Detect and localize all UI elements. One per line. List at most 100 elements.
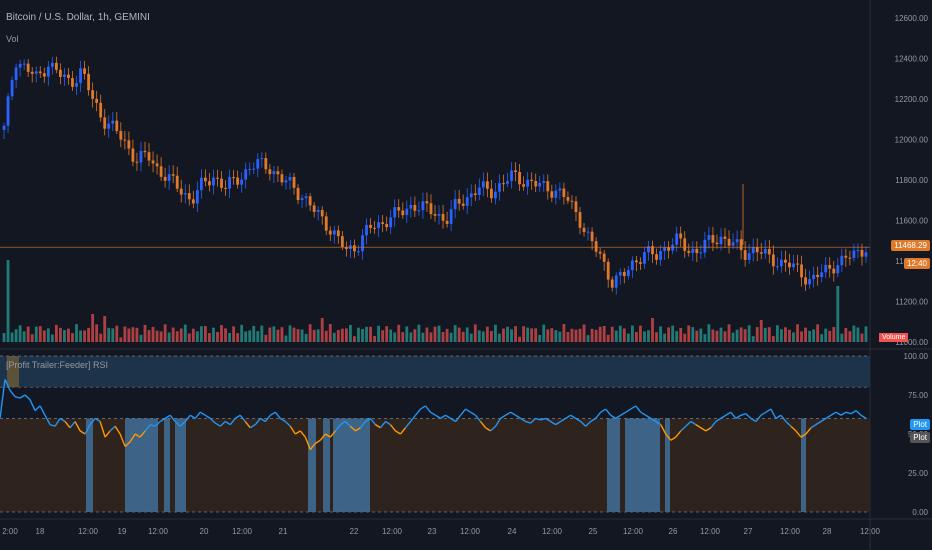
- rsi-line-segment: [340, 420, 346, 426]
- volume-bar: [316, 329, 320, 342]
- candle-body: [469, 193, 473, 198]
- candle-body: [751, 247, 755, 254]
- volume-bar: [558, 331, 562, 342]
- candle-body: [727, 238, 731, 246]
- volume-bar: [860, 333, 864, 342]
- candle-body: [590, 231, 594, 242]
- candle-body: [820, 272, 824, 278]
- volume-bar: [155, 330, 159, 342]
- time-tick-label: 12:00: [623, 527, 644, 536]
- volume-bar: [46, 328, 50, 342]
- rsi-line-segment: [475, 414, 482, 422]
- candle-body: [558, 188, 562, 191]
- price-tick-label: 12000.00: [895, 136, 929, 145]
- candle-body: [792, 263, 795, 268]
- volume-bar: [598, 326, 602, 342]
- rsi-line-segment: [64, 421, 71, 429]
- volume-bar: [578, 328, 582, 342]
- candle-body: [264, 158, 268, 170]
- volume-bar: [751, 336, 755, 342]
- candle-body: [586, 231, 590, 233]
- rsi-line-segment: [79, 430, 86, 435]
- volume-bar: [228, 332, 231, 342]
- candle-body: [566, 197, 570, 201]
- rsi-line-segment: [620, 411, 627, 416]
- volume-bar: [796, 324, 799, 342]
- candle-body: [171, 174, 175, 176]
- candle-body: [743, 250, 747, 260]
- rsi-line-segment: [494, 418, 502, 427]
- volume-bar: [401, 332, 405, 342]
- candle-body: [401, 210, 405, 216]
- volume-bar: [30, 334, 34, 342]
- volume-bar: [159, 331, 163, 342]
- candle-body: [554, 190, 558, 198]
- time-tick-label: 26: [669, 527, 678, 536]
- candle-body: [699, 252, 703, 254]
- candle-body: [800, 264, 803, 278]
- rsi-line-segment: [84, 424, 91, 435]
- candle-body: [828, 264, 832, 269]
- candle-body: [856, 249, 860, 251]
- volume-bar: [707, 324, 711, 342]
- candle-body: [647, 246, 650, 253]
- rsi-line-segment: [124, 441, 131, 447]
- candle-body: [304, 196, 308, 199]
- rsi-line-segment: [850, 410, 857, 415]
- volume-bar: [550, 328, 554, 342]
- candle-body: [195, 190, 199, 204]
- candle-body: [506, 181, 509, 184]
- volume-bar: [377, 325, 381, 342]
- candle-body: [667, 247, 671, 251]
- candle-body: [248, 168, 252, 170]
- candle-body: [498, 183, 501, 192]
- candle-body: [707, 235, 711, 240]
- rsi-line-segment: [9, 389, 16, 397]
- rsi-line-segment: [375, 424, 381, 429]
- candle-body: [747, 253, 751, 260]
- volume-bar: [87, 327, 91, 342]
- candle-body: [449, 209, 453, 224]
- rsi-line-segment: [515, 414, 521, 419]
- candle-body: [433, 214, 437, 216]
- volume-bar: [344, 328, 348, 342]
- rsi-line-segment: [645, 414, 652, 419]
- rsi-line-segment: [334, 424, 341, 432]
- rsi-line-segment: [420, 405, 426, 410]
- rsi-line-segment: [459, 408, 467, 416]
- rsi-line-segment: [715, 417, 722, 423]
- rsi-line-segment: [44, 414, 51, 425]
- candle-body: [151, 160, 155, 164]
- rsi-line-segment: [274, 411, 281, 419]
- volume-bar: [123, 326, 127, 342]
- volume-bar: [824, 328, 828, 342]
- volume-bar: [663, 333, 667, 342]
- candle-body: [437, 214, 441, 216]
- rsi-line-segment: [595, 411, 602, 419]
- candle-body: [832, 268, 836, 274]
- rsi-line-segment: [805, 427, 812, 435]
- rsi-line-segment: [169, 414, 176, 422]
- volume-bar: [840, 333, 844, 342]
- volume-bar: [393, 332, 397, 342]
- volume-bar: [248, 330, 252, 342]
- candle-body: [71, 78, 74, 87]
- candle-body: [494, 191, 497, 199]
- rsi-line-segment: [705, 427, 712, 432]
- candle-body: [812, 274, 816, 280]
- volume-bar: [538, 334, 542, 342]
- rsi-line-segment: [510, 411, 516, 416]
- rsi-line-segment: [409, 414, 417, 422]
- volume-bar: [804, 327, 807, 342]
- candle-body: [328, 230, 332, 235]
- volume-bar: [494, 324, 497, 342]
- rsi-line-segment: [229, 417, 236, 426]
- candle-body: [224, 187, 227, 189]
- rsi-line-segment: [299, 430, 306, 438]
- oversold-highlight-bar: [607, 418, 620, 512]
- rsi-line-segment: [379, 421, 386, 429]
- volume-bar: [832, 327, 836, 342]
- volume-bar: [324, 330, 328, 342]
- rsi-line-segment: [54, 418, 61, 427]
